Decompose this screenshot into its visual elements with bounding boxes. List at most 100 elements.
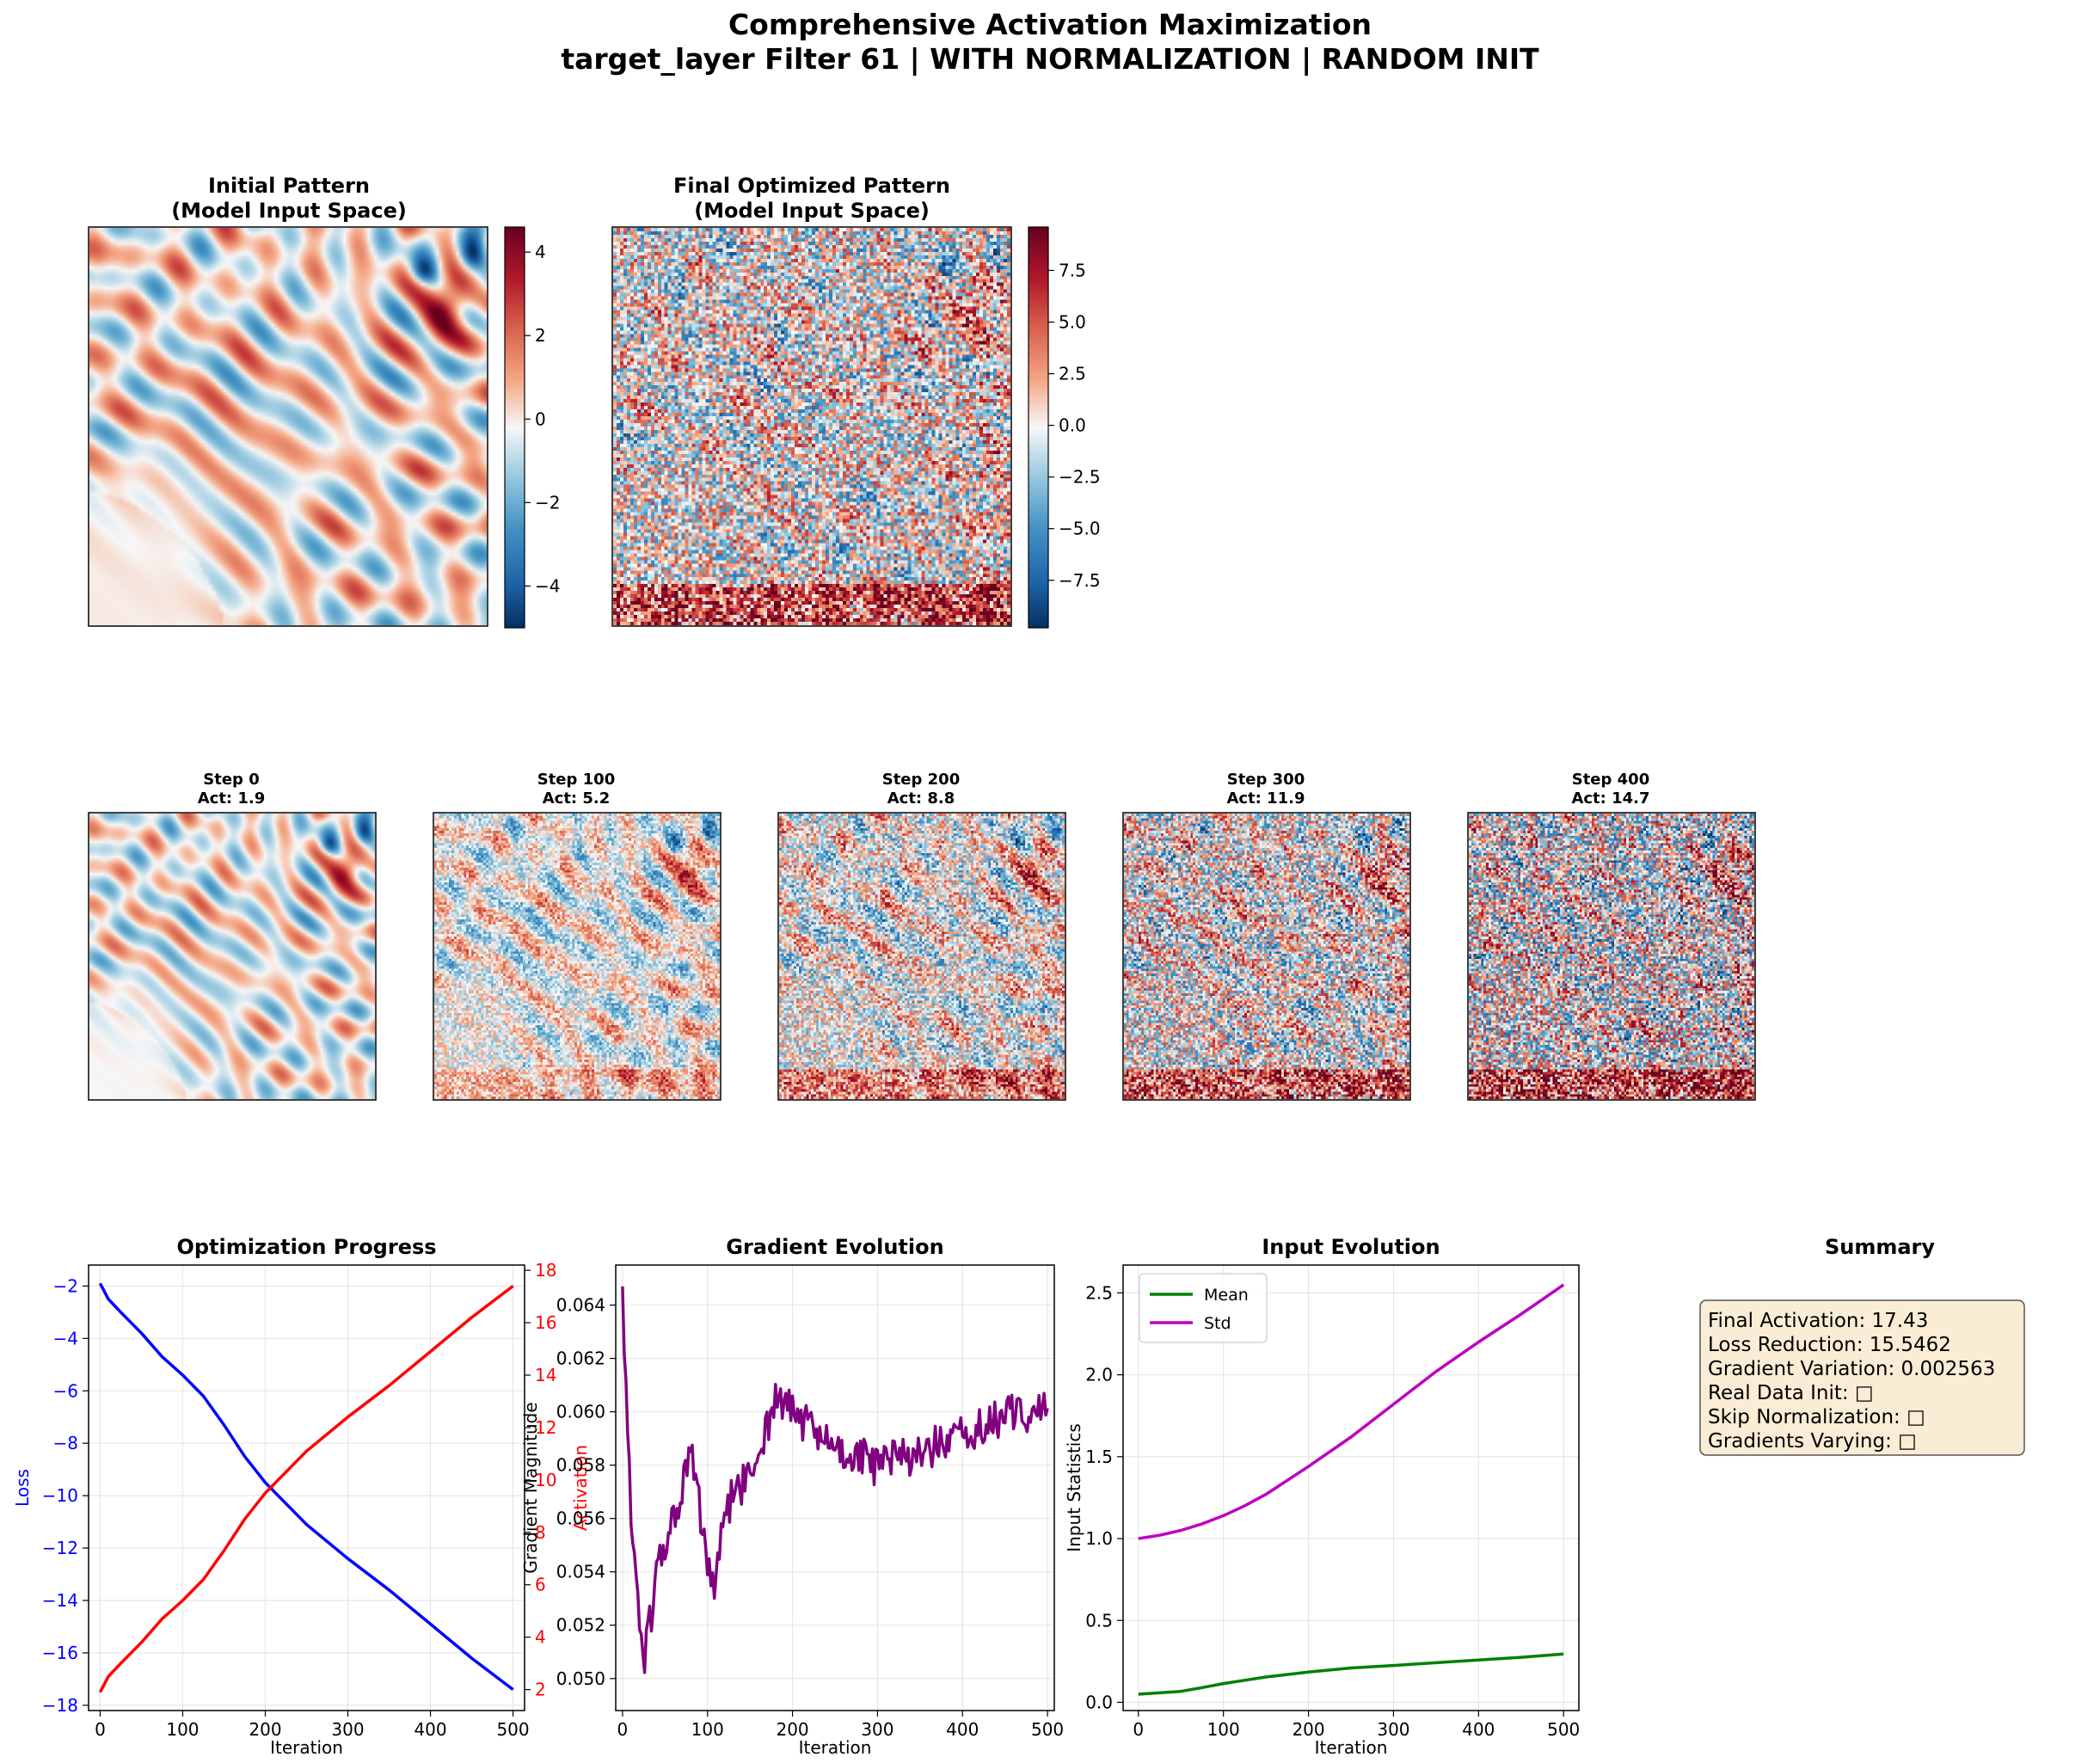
mean-line <box>1138 1652 1564 1696</box>
colorbar-tick-label: −7.5 <box>1059 570 1101 591</box>
x-tick-label: 100 <box>691 1719 724 1740</box>
summary-line: Gradients Varying: □ <box>1708 1430 1917 1453</box>
initial-pattern-heatmap <box>89 228 487 625</box>
step-snapshot-frame <box>433 812 721 1101</box>
x-tick-label: 100 <box>166 1719 199 1740</box>
final-pattern-title-line2: (Model Input Space) <box>694 199 930 223</box>
y-right-tick-label: 2 <box>535 1680 546 1700</box>
y-tick-label: 1.0 <box>1085 1528 1113 1549</box>
legend: Mean Std <box>1139 1273 1268 1343</box>
colorbar-tick-label: −4 <box>535 575 560 596</box>
legend-label: Mean <box>1204 1286 1249 1305</box>
step-label: Step 400 <box>1572 771 1650 789</box>
initial-pattern-title-line2: (Model Input Space) <box>171 199 407 223</box>
x-tick-label: 200 <box>776 1719 808 1740</box>
step-snapshot-frame <box>777 812 1066 1101</box>
colorbar-tick-label: 0 <box>535 408 546 429</box>
step-snapshot-heatmap <box>1124 814 1409 1099</box>
y-tick-label: 0.5 <box>1085 1610 1113 1631</box>
x-tick-label: 400 <box>946 1719 979 1740</box>
gradient-evolution-chart: Gradient Evolution 0 100 200 300 400 500 0.050 0… <box>520 1235 1064 1758</box>
y-axis-label: Gradient Magnitude <box>520 1402 541 1573</box>
summary-box <box>1699 1299 2025 1456</box>
activation-line <box>98 1285 514 1693</box>
gradient-line <box>621 1286 1049 1674</box>
legend-label: Std <box>1204 1314 1231 1333</box>
colorbar-tick-label: 2.5 <box>1059 364 1086 384</box>
colorbar-tick-label: −5.0 <box>1059 519 1101 539</box>
initial-pattern-heatmap-frame <box>88 226 488 627</box>
x-axis-label: Iteration <box>799 1737 872 1758</box>
colorbar-tick-label: 4 <box>535 242 546 262</box>
y-right-tick-label: 4 <box>535 1627 546 1648</box>
x-axis-label: Iteration <box>270 1737 343 1758</box>
y-tick-label: 0.054 <box>556 1562 605 1582</box>
final-pattern-panel: Final Optimized Pattern (Model Input Spa… <box>611 174 1101 629</box>
optimization-progress-chart: Optimization Progress 0 100 200 300 400 500 −2 −… <box>12 1235 591 1758</box>
step-snapshot-heatmap <box>779 814 1065 1099</box>
chart-title: Gradient Evolution <box>726 1235 943 1259</box>
y-right-tick-label: 8 <box>535 1522 546 1543</box>
colorbar-tick-label: 5.0 <box>1059 311 1086 332</box>
y-tick-label: 1.5 <box>1085 1447 1113 1467</box>
x-tick-label: 200 <box>249 1719 281 1740</box>
summary-line: Final Activation: 17.43 <box>1708 1310 1928 1332</box>
x-tick-label: 500 <box>496 1719 529 1740</box>
plot-frame <box>88 1264 525 1711</box>
step-snapshot-heatmap <box>1469 814 1754 1099</box>
y-tick-label: 0.050 <box>556 1668 605 1689</box>
figure-title-line2: target_layer Filter 61 | WITH NORMALIZAT… <box>561 42 1539 76</box>
plot-frame <box>615 1264 1055 1711</box>
step-snapshot-frame <box>1122 812 1411 1101</box>
figure-title-line1: Comprehensive Activation Maximization <box>728 8 1372 41</box>
summary-line: Real Data Init: □ <box>1708 1382 1874 1404</box>
final-pattern-colorbar <box>1028 226 1049 629</box>
step-label: Step 100 <box>537 771 616 789</box>
x-tick-label: 300 <box>861 1719 893 1740</box>
y-right-tick-label: 16 <box>535 1312 556 1333</box>
x-tick-label: 300 <box>1377 1719 1409 1740</box>
x-tick-label: 500 <box>1547 1719 1580 1740</box>
x-tick-label: 300 <box>331 1719 364 1740</box>
y-right-tick-label: 14 <box>535 1365 556 1385</box>
step-activation-label: Act: 8.8 <box>887 789 955 808</box>
step-activation-label: Act: 11.9 <box>1226 789 1305 808</box>
y-tick-label: −2 <box>53 1275 78 1296</box>
colorbar-tick-label: −2 <box>535 492 560 513</box>
y-tick-label: −14 <box>42 1590 78 1611</box>
x-tick-label: 500 <box>1031 1719 1064 1740</box>
y-tick-label: −4 <box>53 1328 78 1348</box>
x-tick-label: 0 <box>1133 1719 1144 1740</box>
initial-pattern-title-line1: Initial Pattern <box>208 174 370 198</box>
input-evolution-chart: Input Evolution 0 100 200 300 400 500 0.0 0.5 1.0… <box>1064 1235 1580 1758</box>
y-right-tick-label: 6 <box>535 1575 546 1595</box>
y-tick-label: 0.062 <box>556 1348 605 1369</box>
step-activation-label: Act: 1.9 <box>198 789 266 808</box>
final-pattern-title-line1: Final Optimized Pattern <box>673 174 950 198</box>
y-tick-label: 0.060 <box>556 1402 605 1422</box>
y-right-axis-label: Activation <box>570 1445 591 1531</box>
y-axis-label: Input Statistics <box>1064 1423 1084 1552</box>
initial-pattern-panel: Initial Pattern (Model Input Space) 4 2 0 −… <box>88 174 560 629</box>
summary-line: Skip Normalization: □ <box>1708 1406 1925 1428</box>
summary-line: Gradient Variation: 0.002563 <box>1708 1358 1995 1380</box>
step-snapshot-heatmap <box>89 814 375 1099</box>
y-axis-label: Loss <box>12 1469 33 1507</box>
summary-line: Loss Reduction: 15.5462 <box>1708 1334 1951 1356</box>
y-tick-label: −8 <box>53 1433 78 1453</box>
y-tick-label: 0.052 <box>556 1615 605 1636</box>
y-tick-label: −18 <box>42 1695 78 1716</box>
y-right-tick-label: 10 <box>535 1470 556 1490</box>
step-activation-label: Act: 14.7 <box>1571 789 1649 808</box>
summary-title: Summary <box>1825 1235 1935 1259</box>
step-label: Step 200 <box>882 771 961 789</box>
step-snapshot-heatmap <box>434 814 720 1099</box>
step-snapshot-frame <box>88 812 377 1101</box>
step-snapshot-frame <box>1467 812 1756 1101</box>
y-tick-label: −6 <box>53 1380 78 1401</box>
y-tick-label: −12 <box>42 1538 78 1558</box>
initial-pattern-colorbar <box>504 226 525 629</box>
colorbar-tick-label: 2 <box>535 325 546 346</box>
colorbar-tick-label: 0.0 <box>1059 415 1086 436</box>
